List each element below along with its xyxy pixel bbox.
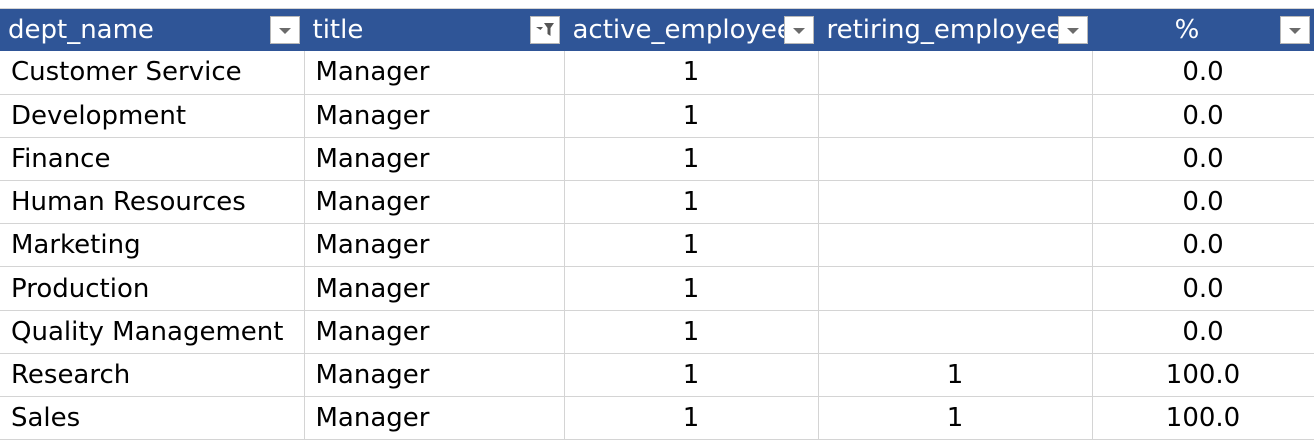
cell-active-employees[interactable]: 1	[564, 266, 819, 311]
header-dept-name: dept_name	[0, 9, 305, 51]
header-title: title	[304, 9, 565, 51]
cell-retiring-employees[interactable]	[818, 266, 1093, 311]
filter-dropdown-button[interactable]	[783, 16, 814, 44]
cell-active-employees[interactable]: 1	[564, 310, 819, 354]
cell-percent[interactable]: 0.0	[1092, 94, 1314, 138]
cell-percent[interactable]: 0.0	[1092, 137, 1314, 182]
cell-retiring-employees[interactable]	[818, 180, 1093, 225]
header-active-employees: active_employees	[564, 9, 819, 51]
column-header-strip	[0, 0, 1314, 9]
table-row: Quality Management Manager 1 0.0	[0, 310, 1314, 354]
header-label: %	[1174, 15, 1200, 45]
chevron-down-icon	[1288, 28, 1301, 34]
cell-active-employees[interactable]: 1	[564, 180, 819, 225]
cell-percent[interactable]: 0.0	[1092, 266, 1314, 311]
cell-dept-name[interactable]: Finance	[0, 137, 305, 182]
cell-dept-name[interactable]: Human Resources	[0, 180, 305, 225]
filter-dropdown-button[interactable]	[269, 16, 300, 44]
cell-dept-name[interactable]: Production	[0, 266, 305, 311]
cell-title[interactable]: Manager	[304, 396, 565, 441]
cell-active-employees[interactable]: 1	[564, 353, 819, 398]
cell-percent[interactable]: 0.0	[1092, 51, 1314, 95]
cell-percent[interactable]: 0.0	[1092, 223, 1314, 268]
cell-title[interactable]: Manager	[304, 223, 565, 268]
cell-dept-name[interactable]: Customer Service	[0, 51, 305, 95]
cell-title[interactable]: Manager	[304, 310, 565, 354]
cell-retiring-employees[interactable]	[818, 310, 1093, 354]
header-label: active_employees	[572, 15, 807, 45]
header-label: title	[312, 15, 364, 45]
header-row: dept_name title	[0, 9, 1314, 51]
chevron-down-icon	[1066, 28, 1079, 34]
cell-active-employees[interactable]: 1	[564, 51, 819, 95]
cell-title[interactable]: Manager	[304, 137, 565, 182]
filter-dropdown-button[interactable]	[1279, 16, 1310, 44]
cell-retiring-employees[interactable]	[818, 51, 1093, 95]
table-row: Production Manager 1 0.0	[0, 266, 1314, 311]
chevron-down-icon	[792, 28, 805, 34]
table-row: Marketing Manager 1 0.0	[0, 223, 1314, 268]
cell-title[interactable]: Manager	[304, 180, 565, 225]
cell-title[interactable]: Manager	[304, 266, 565, 311]
table-row: Human Resources Manager 1 0.0	[0, 180, 1314, 225]
cell-title[interactable]: Manager	[304, 353, 565, 398]
cell-retiring-employees[interactable]	[818, 94, 1093, 138]
header-retiring-employees: retiring_employees	[818, 9, 1093, 51]
chevron-down-icon	[278, 28, 291, 34]
table-row: Customer Service Manager 1 0.0	[0, 51, 1314, 95]
cell-title[interactable]: Manager	[304, 51, 565, 95]
header-label: retiring_employees	[826, 15, 1076, 45]
cell-title[interactable]: Manager	[304, 94, 565, 138]
cell-dept-name[interactable]: Sales	[0, 396, 305, 441]
cell-dept-name[interactable]: Research	[0, 353, 305, 398]
filter-dropdown-button[interactable]	[1057, 16, 1088, 44]
cell-retiring-employees[interactable]	[818, 137, 1093, 182]
cell-retiring-employees[interactable]	[818, 223, 1093, 268]
cell-percent[interactable]: 100.0	[1092, 396, 1314, 441]
header-label: dept_name	[8, 15, 154, 45]
cell-dept-name[interactable]: Development	[0, 94, 305, 138]
cell-dept-name[interactable]: Marketing	[0, 223, 305, 268]
cell-active-employees[interactable]: 1	[564, 396, 819, 441]
cell-percent[interactable]: 0.0	[1092, 180, 1314, 225]
cell-retiring-employees[interactable]: 1	[818, 396, 1093, 441]
data-table: dept_name title	[0, 9, 1314, 441]
cell-retiring-employees[interactable]: 1	[818, 353, 1093, 398]
header-percent: %	[1092, 9, 1314, 51]
table-row: Research Manager 1 1 100.0	[0, 353, 1314, 398]
cell-dept-name[interactable]: Quality Management	[0, 310, 305, 354]
table-row: Sales Manager 1 1 100.0	[0, 396, 1314, 441]
cell-active-employees[interactable]: 1	[564, 94, 819, 138]
cell-active-employees[interactable]: 1	[564, 223, 819, 268]
filter-funnel-icon	[535, 23, 554, 36]
cell-percent[interactable]: 0.0	[1092, 310, 1314, 354]
table-row: Development Manager 1 0.0	[0, 94, 1314, 138]
cell-active-employees[interactable]: 1	[564, 137, 819, 182]
cell-percent[interactable]: 100.0	[1092, 353, 1314, 398]
table-row: Finance Manager 1 0.0	[0, 137, 1314, 182]
filter-active-button[interactable]	[529, 16, 560, 44]
